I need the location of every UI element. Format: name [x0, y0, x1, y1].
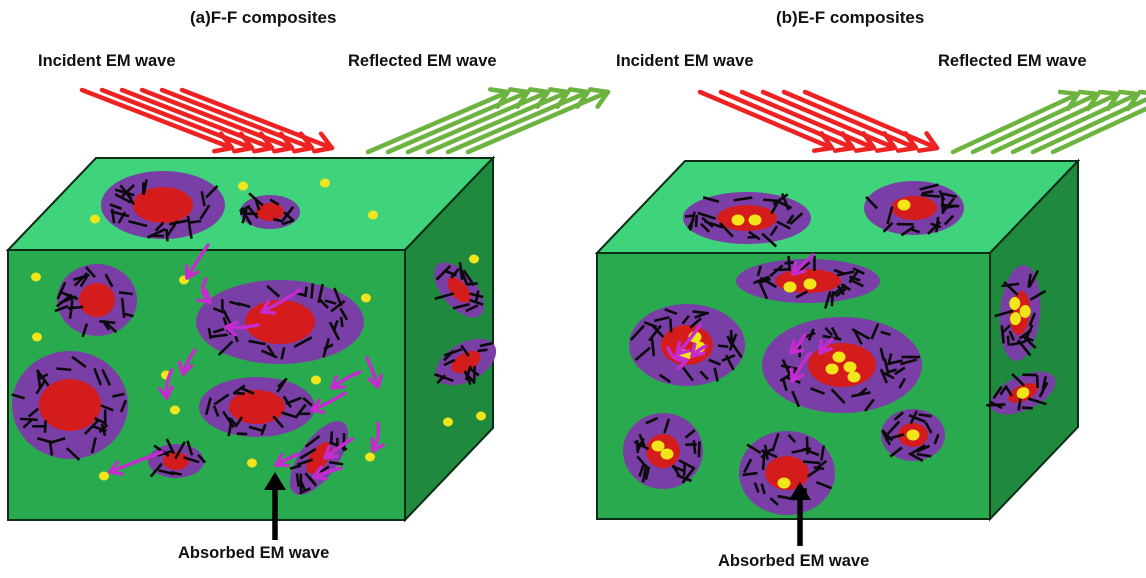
filler-dash: [670, 319, 671, 333]
particle-dot: [368, 211, 378, 220]
core-ellipse: [39, 379, 101, 431]
particle-dot: [661, 449, 674, 460]
filler-dash: [119, 292, 133, 294]
filler-dash: [718, 346, 728, 347]
inclusion: [196, 280, 364, 364]
particle-dot: [311, 376, 321, 385]
filler-dash: [696, 215, 697, 227]
particle-dot: [238, 182, 248, 191]
panel-b-absorbed-label: Absorbed EM wave: [718, 552, 869, 571]
particle-dot: [848, 372, 861, 383]
inclusion: [623, 413, 703, 489]
inclusion: [199, 377, 315, 437]
panel-b-title: (b)E-F composites: [776, 8, 924, 28]
particle-dot: [826, 364, 839, 375]
inclusion: [881, 409, 945, 461]
particle-dot: [247, 459, 257, 468]
panel-a-absorbed-label: Absorbed EM wave: [178, 544, 329, 563]
filler-dash: [803, 462, 820, 464]
particle-dot: [365, 453, 375, 462]
incident-arrow-shaft: [122, 90, 272, 148]
filler-dash: [919, 414, 932, 416]
reflected-arrow-shaft: [448, 92, 588, 152]
panel-a-reflected-label: Reflected EM wave: [348, 52, 497, 71]
core-ellipse: [808, 343, 876, 387]
incident-arrow-shaft: [102, 90, 252, 148]
panel-a-incident-label: Incident EM wave: [38, 52, 176, 71]
filler-dash: [189, 221, 201, 223]
filler-dash: [188, 216, 190, 227]
core-ellipse: [245, 300, 315, 344]
filler-dash: [305, 287, 306, 297]
inclusion: [739, 431, 835, 515]
inclusion: [762, 317, 922, 413]
panel-a-title: (a)F-F composites: [190, 8, 336, 28]
filler-dash: [652, 339, 654, 357]
particle-dot: [652, 441, 665, 452]
particle-dot: [469, 255, 479, 264]
core-ellipse: [891, 196, 937, 220]
core-ellipse: [79, 283, 115, 317]
filler-dash: [56, 369, 71, 370]
particle-dot: [833, 352, 846, 363]
core-ellipse: [256, 203, 284, 221]
incident-arrow-shaft: [142, 90, 292, 148]
filler-dash: [45, 420, 46, 432]
filler-dash: [694, 440, 695, 454]
filler-dash: [341, 317, 342, 327]
filler-dash: [941, 205, 960, 206]
reflected-arrow-shaft: [428, 92, 568, 152]
particle-dot: [32, 333, 42, 342]
particle-dot: [361, 294, 371, 303]
panel-b-reflected-label: Reflected EM wave: [938, 52, 1087, 71]
particle-dot: [898, 200, 911, 211]
filler-dash: [312, 283, 313, 298]
particle-dot: [784, 282, 797, 293]
filler-dash: [20, 419, 38, 420]
particle-dot: [476, 412, 486, 421]
particle-dot: [99, 472, 109, 481]
particle-dot: [170, 406, 180, 415]
particle-dot: [844, 362, 857, 373]
filler-dash: [774, 269, 789, 270]
filler-dash: [789, 256, 790, 271]
panel-a-graphic: [8, 89, 608, 540]
particle-dot: [804, 279, 817, 290]
panel-b-incident-label: Incident EM wave: [616, 52, 754, 71]
particle-dot: [907, 430, 920, 441]
filler-dash: [684, 462, 685, 476]
reflected-arrow-shaft: [1033, 94, 1146, 152]
particle-dot: [749, 215, 762, 226]
particle-dot: [320, 179, 330, 188]
particle-dot: [443, 418, 453, 427]
incident-arrow-shaft: [162, 90, 312, 148]
reflected-arrow-shaft: [388, 92, 528, 152]
inclusion: [864, 181, 964, 235]
filler-dash: [921, 195, 940, 197]
particle-dot: [90, 215, 100, 224]
filler-dash: [68, 307, 83, 308]
particle-dot: [31, 273, 41, 282]
panel-b-graphic: [597, 92, 1146, 546]
particle-dot: [732, 215, 745, 226]
reflected-arrow-shaft: [408, 92, 548, 152]
filler-dash: [693, 311, 709, 313]
particle-dot: [778, 478, 791, 489]
filler-dash: [699, 441, 700, 457]
core-ellipse: [717, 205, 777, 231]
